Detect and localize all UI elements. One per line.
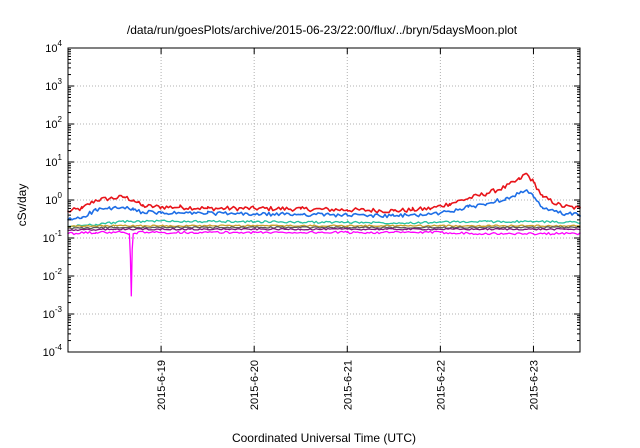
y-tick-label: 100 — [45, 191, 62, 207]
series-line — [67, 172, 581, 214]
y-tick-label: 104 — [45, 39, 62, 55]
chart-title: /data/run/goesPlots/archive/2015-06-23/2… — [127, 23, 518, 37]
y-tick-label: 10-1 — [43, 229, 63, 245]
series-line — [67, 219, 581, 228]
x-axis-label: Coordinated Universal Time (UTC) — [232, 431, 416, 445]
x-tick-label: 2015-6-23 — [528, 360, 540, 410]
series-group — [67, 172, 581, 297]
x-tick-label: 2015-6-22 — [435, 360, 447, 410]
series-line — [67, 227, 581, 232]
x-tick-label: 2015-6-20 — [249, 360, 261, 410]
series-line — [67, 189, 581, 221]
y-axis-label: cSv/day — [15, 184, 29, 227]
grid — [68, 48, 580, 352]
y-tick-label: 10-4 — [43, 343, 63, 359]
x-tick-label: 2015-6-19 — [156, 360, 168, 410]
series-line — [67, 224, 581, 228]
series-line — [67, 226, 581, 230]
x-tick-label: 2015-6-21 — [342, 360, 354, 410]
y-tick-label: 101 — [45, 153, 62, 169]
series-line — [67, 230, 581, 297]
ticks: 10-4 10-3 10-2 10-1 100 101 102 103 104 2015-6-19… — [43, 39, 580, 410]
y-tick-label: 10-3 — [43, 305, 63, 321]
y-tick-label: 102 — [45, 115, 62, 131]
y-tick-label: 103 — [45, 77, 62, 93]
y-tick-label: 10-2 — [43, 267, 63, 283]
